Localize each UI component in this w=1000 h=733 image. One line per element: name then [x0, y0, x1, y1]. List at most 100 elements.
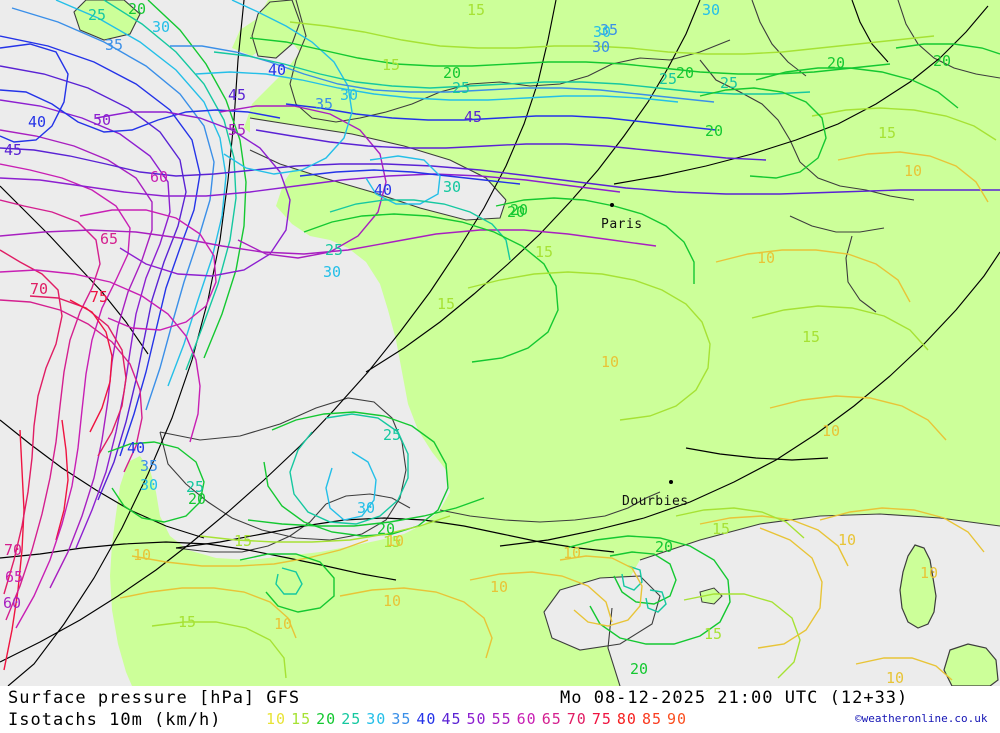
contour-label: 45	[228, 86, 247, 104]
contour-label: 15	[382, 56, 401, 74]
contour-label: 30	[702, 1, 721, 19]
contour-label: 65	[100, 230, 119, 248]
contour-label: 40	[28, 113, 47, 131]
land-ireland-edge	[74, 0, 140, 40]
contour-label: 10	[386, 532, 405, 550]
contour-label: 20	[128, 0, 147, 18]
contour-label: 15	[535, 243, 554, 261]
isotach-color-scale: 10 15 20 25 30 35 40 45 50 55 60 65 70 75 80 85 90	[266, 710, 692, 728]
contour-label: 20	[676, 64, 695, 82]
land-island-small	[699, 587, 723, 605]
isotach-south	[469, 507, 985, 681]
footer-bar: Surface pressure [hPa] GFS Isotachs 10m …	[0, 686, 1000, 733]
city-marker-dot	[669, 480, 673, 484]
contour-label: 25	[383, 426, 402, 444]
map-canvas[interactable]: 20 25 30 35 40 45 40 50 45 55 60 65 70 75 70 65 60 40 35 30…	[0, 0, 1000, 686]
contour-label: 25	[186, 478, 205, 496]
contour-label: 15	[878, 124, 897, 142]
contour-label: 15	[178, 613, 197, 631]
contour-label: 20	[510, 201, 529, 219]
contour-label: 15	[802, 328, 821, 346]
contour-label: 30	[357, 499, 376, 517]
isotach-layer	[0, 0, 1000, 681]
scale-step-45: 45	[441, 710, 462, 728]
contour-label: 75	[90, 288, 109, 306]
scale-step-50: 50	[466, 710, 487, 728]
city-label-dourbies: Dourbies	[622, 494, 689, 509]
scale-step-30: 30	[366, 710, 387, 728]
scale-step-75: 75	[591, 710, 612, 728]
contour-label: 10	[838, 531, 857, 549]
scale-step-90: 90	[667, 710, 688, 728]
isotach-northwest	[0, 43, 1000, 473]
contour-label: 60	[3, 594, 22, 612]
contour-label: 20	[443, 64, 462, 82]
isotach-channel	[170, 0, 935, 185]
city-marker-dot	[610, 203, 614, 207]
contour-label: 20	[933, 52, 952, 70]
contour-label: 20	[507, 203, 526, 221]
contour-label: 20	[188, 490, 207, 508]
contour-label: 40	[374, 181, 393, 199]
scale-step-80: 80	[616, 710, 637, 728]
contour-label: 15	[712, 520, 731, 538]
contour-label: 35	[140, 457, 159, 475]
contour-label: 20	[630, 660, 649, 678]
scale-step-10: 10	[266, 710, 287, 728]
contour-label: 25	[88, 6, 107, 24]
scale-step-70: 70	[566, 710, 587, 728]
contour-label: 70	[4, 541, 23, 559]
contour-label: 20	[377, 520, 396, 538]
isotach-central-france	[303, 43, 1000, 441]
scale-step-65: 65	[541, 710, 562, 728]
contour-label: 30	[340, 86, 359, 104]
landmass-layer	[74, 0, 1000, 686]
contour-label: 60	[150, 168, 169, 186]
contour-label: 10	[920, 564, 939, 582]
contour-label: 10	[601, 353, 620, 371]
contour-label: 35	[315, 95, 334, 113]
contour-label: 20	[705, 122, 724, 140]
contour-label: 10	[563, 544, 582, 562]
contour-label: 50	[93, 111, 112, 129]
scale-step-40: 40	[416, 710, 437, 728]
sea-mediterranean	[608, 514, 1000, 686]
contour-label: 30	[140, 476, 159, 494]
contour-label: 40	[127, 439, 146, 457]
sea-bay-of-biscay	[160, 398, 406, 540]
contour-label: 10	[274, 615, 293, 633]
isotach-biscay-cells	[107, 411, 493, 679]
contour-label: 70	[30, 280, 49, 298]
map-vector-layer	[0, 0, 1000, 686]
scale-step-25: 25	[341, 710, 362, 728]
contour-label: 25	[325, 241, 344, 259]
contour-label: 20	[655, 538, 674, 556]
contour-label: 10	[757, 249, 776, 267]
contour-label: 40	[268, 61, 287, 79]
city-label-paris: Paris	[601, 217, 643, 232]
contour-label: 45	[464, 108, 483, 126]
contour-label: 15	[467, 1, 486, 19]
contour-label: 30	[443, 178, 462, 196]
scale-step-55: 55	[491, 710, 512, 728]
contour-label: 25	[452, 79, 471, 97]
contour-label: 15	[704, 625, 723, 643]
sea-channel	[250, 118, 506, 220]
copyright-credit: ©weatheronline.co.uk	[855, 712, 988, 725]
sea-gulf-lion	[544, 576, 660, 650]
contour-label: 10	[383, 592, 402, 610]
contour-label: 15	[437, 295, 456, 313]
scale-step-35: 35	[391, 710, 412, 728]
contour-label: 10	[133, 546, 152, 564]
scale-step-15: 15	[291, 710, 312, 728]
contour-label: 15	[234, 532, 253, 550]
contour-label: 30	[152, 18, 171, 36]
contour-label: 20	[827, 54, 846, 72]
scale-step-85: 85	[641, 710, 662, 728]
contour-label: 10	[886, 669, 905, 686]
contour-label: 10	[904, 162, 923, 180]
contour-label: 10	[822, 422, 841, 440]
contour-label: 15	[383, 533, 402, 551]
contour-label: 30	[323, 263, 342, 281]
